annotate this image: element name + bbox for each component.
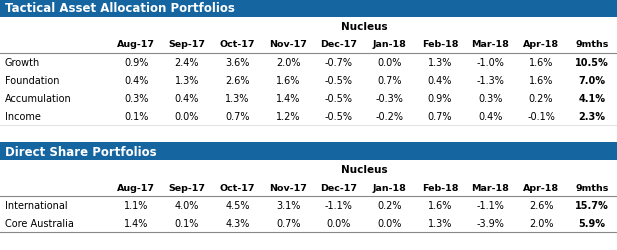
Text: Tactical Asset Allocation Portfolios: Tactical Asset Allocation Portfolios	[5, 2, 235, 16]
Text: Feb-18: Feb-18	[421, 183, 458, 192]
Text: 0.3%: 0.3%	[478, 93, 503, 103]
Text: 0.9%: 0.9%	[428, 93, 452, 103]
Text: 0.4%: 0.4%	[428, 76, 452, 85]
Text: Oct-17: Oct-17	[220, 183, 255, 192]
Text: 0.0%: 0.0%	[175, 111, 199, 121]
Text: 0.7%: 0.7%	[428, 111, 452, 121]
Text: 0.4%: 0.4%	[478, 111, 503, 121]
Text: 1.6%: 1.6%	[276, 76, 300, 85]
Text: 0.0%: 0.0%	[377, 58, 402, 68]
Text: 1.4%: 1.4%	[124, 218, 149, 228]
Text: -0.5%: -0.5%	[325, 76, 353, 85]
Text: 4.0%: 4.0%	[175, 200, 199, 210]
Text: 2.0%: 2.0%	[529, 218, 553, 228]
Text: Core Australia: Core Australia	[5, 218, 74, 228]
Text: Dec-17: Dec-17	[320, 40, 357, 49]
Text: Nov-17: Nov-17	[269, 40, 307, 49]
Text: 15.7%: 15.7%	[575, 200, 608, 210]
Text: Jan-18: Jan-18	[373, 183, 406, 192]
Text: 0.7%: 0.7%	[225, 111, 250, 121]
Text: Nucleus: Nucleus	[341, 22, 387, 32]
Text: 1.6%: 1.6%	[529, 76, 553, 85]
Text: 3.6%: 3.6%	[225, 58, 250, 68]
Text: -1.0%: -1.0%	[476, 58, 505, 68]
Text: Nov-17: Nov-17	[269, 183, 307, 192]
Text: 0.2%: 0.2%	[529, 93, 553, 103]
Text: -1.1%: -1.1%	[476, 200, 505, 210]
Text: 2.0%: 2.0%	[276, 58, 300, 68]
Text: 0.4%: 0.4%	[175, 93, 199, 103]
Text: Apr-18: Apr-18	[523, 183, 559, 192]
Text: Apr-18: Apr-18	[523, 40, 559, 49]
Text: 0.4%: 0.4%	[124, 76, 149, 85]
Text: Income: Income	[5, 111, 41, 121]
Text: Jan-18: Jan-18	[373, 40, 406, 49]
Bar	[0, 143, 617, 161]
Text: 0.3%: 0.3%	[124, 93, 149, 103]
Text: 1.4%: 1.4%	[276, 93, 300, 103]
Text: -3.9%: -3.9%	[476, 218, 505, 228]
Text: -1.1%: -1.1%	[325, 200, 353, 210]
Text: Accumulation: Accumulation	[5, 93, 72, 103]
Text: Sep-17: Sep-17	[168, 183, 205, 192]
Text: 0.1%: 0.1%	[175, 218, 199, 228]
Text: 7.0%: 7.0%	[578, 76, 605, 85]
Text: Mar-18: Mar-18	[471, 40, 510, 49]
Text: 1.6%: 1.6%	[428, 200, 452, 210]
Text: -1.3%: -1.3%	[476, 76, 505, 85]
Text: 0.1%: 0.1%	[124, 111, 149, 121]
Text: 1.2%: 1.2%	[276, 111, 300, 121]
Text: 0.2%: 0.2%	[377, 200, 402, 210]
Text: 2.6%: 2.6%	[529, 200, 553, 210]
Text: 2.4%: 2.4%	[175, 58, 199, 68]
Text: 3.1%: 3.1%	[276, 200, 300, 210]
Text: 0.0%: 0.0%	[377, 218, 402, 228]
Text: 1.3%: 1.3%	[428, 218, 452, 228]
Text: 2.6%: 2.6%	[225, 76, 250, 85]
Text: Feb-18: Feb-18	[421, 40, 458, 49]
Text: 4.3%: 4.3%	[225, 218, 250, 228]
Text: Growth: Growth	[5, 58, 40, 68]
Text: 2.3%: 2.3%	[578, 111, 605, 121]
Text: Sep-17: Sep-17	[168, 40, 205, 49]
Text: Dec-17: Dec-17	[320, 183, 357, 192]
Text: 4.1%: 4.1%	[578, 93, 605, 103]
Text: 9mths: 9mths	[575, 40, 608, 49]
Text: 0.7%: 0.7%	[276, 218, 300, 228]
Text: International: International	[5, 200, 67, 210]
Text: -0.5%: -0.5%	[325, 93, 353, 103]
Text: 10.5%: 10.5%	[575, 58, 608, 68]
Text: 9mths: 9mths	[575, 183, 608, 192]
Text: -0.7%: -0.7%	[325, 58, 353, 68]
Bar	[0, 0, 617, 18]
Text: -0.1%: -0.1%	[527, 111, 555, 121]
Text: -0.2%: -0.2%	[375, 111, 404, 121]
Text: Oct-17: Oct-17	[220, 40, 255, 49]
Text: -0.5%: -0.5%	[325, 111, 353, 121]
Text: 4.5%: 4.5%	[225, 200, 250, 210]
Text: 1.3%: 1.3%	[428, 58, 452, 68]
Text: 1.3%: 1.3%	[225, 93, 250, 103]
Text: 0.7%: 0.7%	[377, 76, 402, 85]
Text: Aug-17: Aug-17	[117, 183, 155, 192]
Text: 0.0%: 0.0%	[326, 218, 351, 228]
Text: -0.3%: -0.3%	[375, 93, 404, 103]
Text: 1.1%: 1.1%	[124, 200, 149, 210]
Text: Direct Share Portfolios: Direct Share Portfolios	[5, 145, 157, 158]
Text: Foundation: Foundation	[5, 76, 59, 85]
Text: Aug-17: Aug-17	[117, 40, 155, 49]
Text: 0.9%: 0.9%	[124, 58, 149, 68]
Text: 5.9%: 5.9%	[578, 218, 605, 228]
Text: 1.3%: 1.3%	[175, 76, 199, 85]
Text: Mar-18: Mar-18	[471, 183, 510, 192]
Text: Nucleus: Nucleus	[341, 165, 387, 174]
Text: 1.6%: 1.6%	[529, 58, 553, 68]
